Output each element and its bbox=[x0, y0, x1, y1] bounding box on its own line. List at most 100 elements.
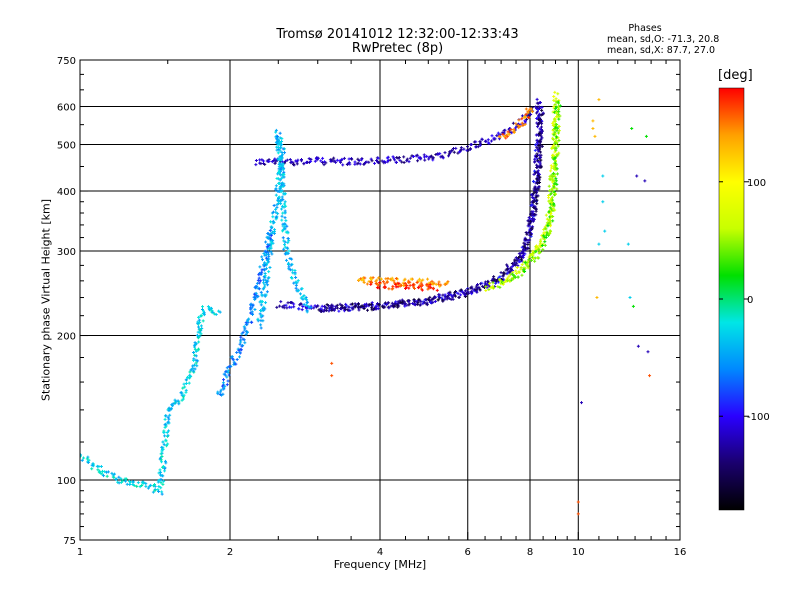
trace-point-6 bbox=[377, 286, 381, 290]
trace-point-0 bbox=[412, 155, 416, 159]
trace-point-8 bbox=[283, 227, 287, 231]
trace-point-10 bbox=[174, 400, 178, 404]
trace-point-0 bbox=[353, 162, 357, 166]
trace-point-9 bbox=[245, 323, 249, 327]
trace-point-6 bbox=[382, 285, 386, 289]
trace-point-10 bbox=[141, 481, 145, 485]
trace-point-3 bbox=[487, 282, 491, 286]
trace-point-2 bbox=[336, 306, 340, 310]
trace-point-2 bbox=[535, 202, 539, 206]
trace-point-9 bbox=[250, 310, 254, 314]
trace-point-1 bbox=[292, 305, 296, 309]
trace-point-1 bbox=[284, 303, 288, 307]
trace-point-8 bbox=[274, 130, 278, 134]
trace-point-0 bbox=[452, 150, 456, 154]
trace-point-1 bbox=[456, 292, 460, 296]
trace-point-8 bbox=[265, 253, 269, 257]
trace-point-2 bbox=[539, 138, 543, 142]
outlier-point-1-2 bbox=[593, 134, 597, 138]
trace-point-4 bbox=[551, 219, 555, 223]
trace-point-4 bbox=[557, 151, 561, 155]
trace-point-8 bbox=[280, 195, 284, 199]
trace-point-2 bbox=[537, 139, 541, 143]
trace-point-2 bbox=[540, 129, 544, 133]
trace-point-3 bbox=[547, 199, 551, 203]
trace-point-8 bbox=[299, 296, 303, 300]
trace-point-0 bbox=[299, 158, 303, 162]
trace-point-0 bbox=[377, 161, 381, 165]
trace-point-5 bbox=[408, 280, 412, 284]
trace-point-4 bbox=[554, 179, 558, 183]
trace-point-2 bbox=[417, 297, 421, 301]
trace-point-5 bbox=[415, 281, 419, 285]
trace-point-8 bbox=[265, 261, 269, 265]
trace-point-4 bbox=[555, 123, 559, 127]
trace-point-8 bbox=[286, 236, 290, 240]
trace-point-0 bbox=[357, 159, 361, 163]
trace-point-2 bbox=[339, 307, 342, 311]
trace-point-1 bbox=[530, 210, 534, 214]
trace-point-2 bbox=[469, 290, 473, 294]
trace-point-8 bbox=[280, 218, 284, 222]
trace-point-8 bbox=[292, 281, 296, 285]
trace-point-8 bbox=[281, 181, 285, 185]
trace-point-10 bbox=[194, 349, 198, 353]
trace-point-8 bbox=[270, 230, 274, 234]
trace-point-10 bbox=[163, 467, 167, 471]
trace-point-2 bbox=[522, 244, 526, 248]
trace-point-8 bbox=[283, 216, 287, 220]
trace-point-8 bbox=[268, 246, 272, 250]
trace-point-2 bbox=[340, 304, 344, 308]
trace-point-8 bbox=[281, 236, 285, 240]
trace-point-8 bbox=[259, 314, 263, 318]
trace-point-5 bbox=[421, 278, 425, 282]
trace-point-10 bbox=[165, 444, 169, 448]
trace-point-0 bbox=[462, 147, 466, 151]
trace-point-1 bbox=[535, 116, 539, 120]
trace-point-2 bbox=[537, 144, 541, 148]
trace-point-10 bbox=[128, 483, 132, 487]
trace-point-10 bbox=[85, 457, 89, 461]
trace-point-2 bbox=[515, 258, 519, 262]
trace-point-8 bbox=[262, 308, 266, 312]
trace-point-0 bbox=[313, 159, 317, 163]
trace-point-8 bbox=[282, 239, 286, 243]
trace-point-2 bbox=[334, 304, 338, 308]
trace-point-10 bbox=[95, 464, 99, 468]
trace-point-1 bbox=[535, 121, 539, 125]
trace-point-4 bbox=[535, 256, 539, 260]
trace-point-0 bbox=[436, 153, 440, 157]
trace-point-7 bbox=[504, 136, 508, 140]
trace-point-0 bbox=[447, 154, 451, 158]
trace-point-10 bbox=[165, 430, 169, 434]
trace-point-2 bbox=[538, 107, 542, 111]
trace-point-10 bbox=[82, 456, 86, 460]
trace-point-8 bbox=[300, 287, 304, 291]
trace-point-10 bbox=[96, 468, 100, 472]
trace-point-0 bbox=[283, 161, 287, 165]
trace-point-1 bbox=[411, 302, 415, 306]
y-axis-label: Stationary phase Virtual Height [km] bbox=[39, 198, 53, 402]
trace-point-8 bbox=[294, 286, 298, 290]
trace-point-8 bbox=[296, 279, 300, 283]
trace-point-4 bbox=[556, 112, 560, 116]
trace-point-10 bbox=[202, 311, 206, 315]
trace-point-9 bbox=[239, 335, 243, 339]
trace-point-0 bbox=[258, 158, 262, 162]
trace-point-1 bbox=[535, 101, 539, 105]
trace-point-2 bbox=[509, 266, 513, 270]
trace-point-2 bbox=[538, 160, 542, 164]
trace-point-10 bbox=[146, 486, 150, 490]
trace-point-9 bbox=[244, 321, 248, 325]
trace-point-4 bbox=[556, 172, 560, 176]
trace-point-2 bbox=[416, 300, 420, 304]
trace-point-1 bbox=[289, 305, 293, 309]
trace-point-4 bbox=[553, 208, 557, 212]
trace-point-10 bbox=[159, 477, 163, 481]
trace-point-8 bbox=[281, 147, 285, 151]
trace-point-10 bbox=[197, 318, 201, 322]
trace-point-8 bbox=[269, 225, 273, 229]
trace-point-10 bbox=[189, 368, 193, 372]
trace-point-2 bbox=[478, 282, 482, 286]
trace-point-9 bbox=[239, 338, 243, 342]
